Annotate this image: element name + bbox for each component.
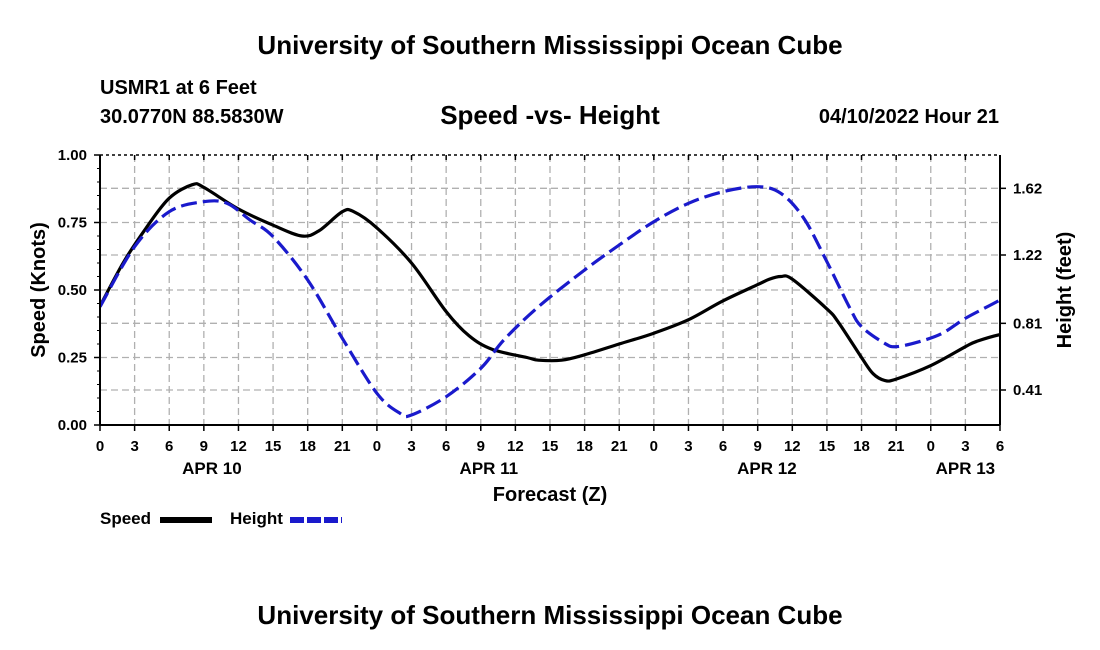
x-tick-label: 18 [299,438,316,455]
x-tick-label: 12 [230,438,247,455]
x-tick-label: 0 [927,438,935,455]
x-tick-label: 18 [853,438,870,455]
x-tick-label: 15 [542,438,559,455]
x-tick-label: 3 [684,438,692,455]
speed-series-line [100,182,1000,383]
x-tick-label: 6 [719,438,727,455]
legend-height-label: Height [230,509,283,528]
x-tick-label: 6 [442,438,450,455]
x-tick-label: 15 [819,438,836,455]
y2-tick-label: 0.41 [1013,382,1042,399]
x-tick-label: 12 [507,438,524,455]
grid-lines [100,155,1000,425]
series-lines [100,182,1000,419]
chart-subtitle: Speed -vs- Height [440,100,660,130]
x-tick-label: 0 [96,438,104,455]
y-tick-label: 0.50 [58,282,87,299]
y-tick-label: 0.75 [58,215,87,232]
x-tick-label: 21 [888,438,905,455]
station-label: USMR1 at 6 Feet [100,77,257,99]
date-label: APR 12 [737,459,797,478]
legend-speed-swatch [160,517,212,523]
axis-labels: Forecast (Z) Speed (Knots) Height (feet)… [28,147,1076,506]
y-tick-label: 1.00 [58,147,87,164]
x-axis-title: Forecast (Z) [493,484,607,506]
x-tick-label: 3 [130,438,138,455]
x-tick-label: 21 [334,438,351,455]
x-tick-label: 9 [200,438,208,455]
coordinates-label: 30.0770N 88.5830W [100,106,284,128]
date-label: APR 13 [936,459,996,478]
x-tick-label: 3 [961,438,969,455]
y2-tick-label: 1.62 [1013,180,1042,197]
y-tick-label: 0.00 [58,417,87,434]
x-tick-label: 21 [611,438,628,455]
x-tick-label: 12 [784,438,801,455]
x-tick-label: 9 [754,438,762,455]
x-tick-label: 18 [576,438,593,455]
x-tick-label: 9 [477,438,485,455]
date-label: APR 11 [460,459,519,478]
x-tick-label: 0 [650,438,658,455]
legend-height-swatch [290,517,342,523]
date-label: APR 10 [182,459,242,478]
x-tick-label: 0 [373,438,381,455]
page-title: University of Southern Mississippi Ocean… [257,30,843,60]
y2-axis-title: Height (feet) [1054,232,1076,349]
height-series-line [100,185,1000,419]
legend-speed-label: Speed [100,509,152,528]
datetime-label: 04/10/2022 Hour 21 [818,106,999,128]
y2-tick-label: 0.81 [1013,315,1042,332]
x-tick-label: 6 [996,438,1004,455]
axes [94,154,1006,431]
y-tick-label: 0.25 [58,350,87,367]
y2-tick-label: 1.22 [1013,247,1042,264]
x-tick-label: 15 [265,438,282,455]
footer-title: University of Southern Mississippi Ocean… [257,600,843,630]
y-axis-title: Speed (Knots) [28,222,50,358]
x-tick-label: 6 [165,438,173,455]
x-tick-label: 3 [407,438,415,455]
